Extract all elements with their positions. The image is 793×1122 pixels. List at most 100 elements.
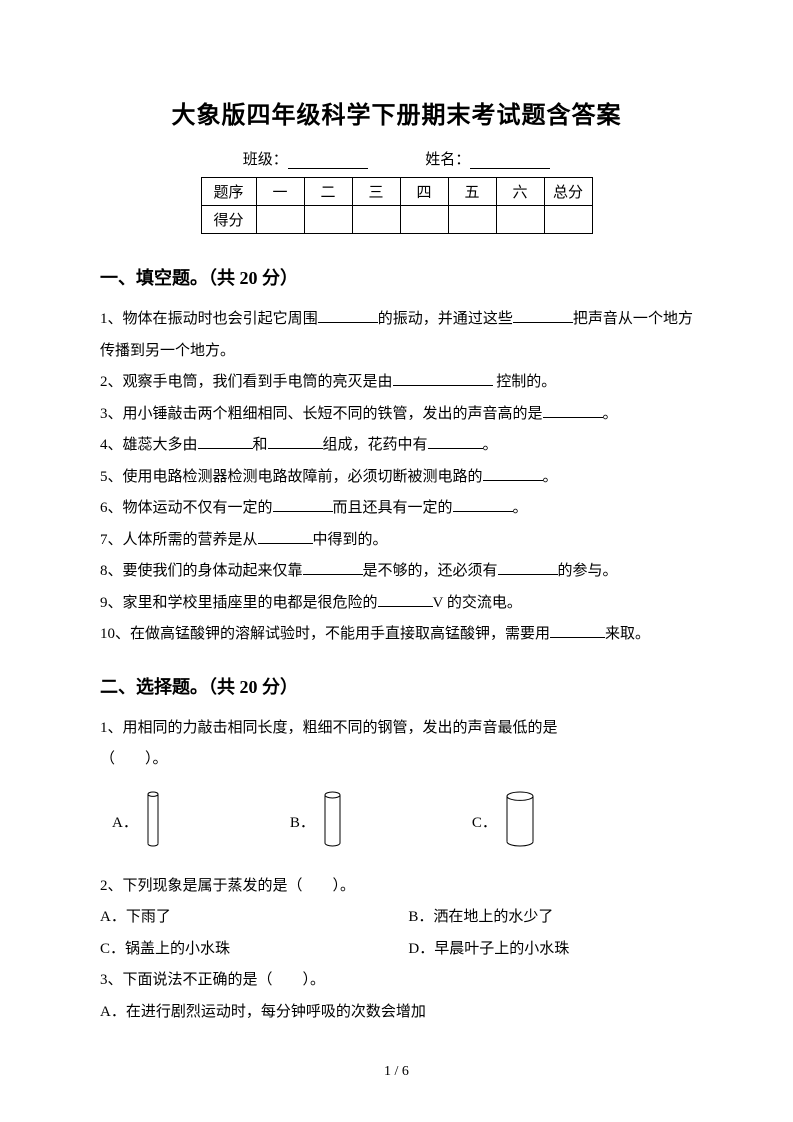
fill-question-7: 7、人体所需的营养是从 中得到的。 <box>100 525 693 557</box>
fill-question-9: 9、家里和学校里插座里的电都是很危险的 V 的交流电。 <box>100 588 693 620</box>
blank[interactable] <box>483 465 543 481</box>
fill-question-4: 4、雄蕊大多由 和 组成，花药中有 。 <box>100 430 693 462</box>
cell: 四 <box>400 178 448 206</box>
choice-option-b[interactable]: B． <box>290 790 342 853</box>
choice-options-row: A． B． C． <box>100 790 693 853</box>
text: 中得到的。 <box>313 532 388 548</box>
fill-question-5: 5、使用电路检测器检测电路故障前，必须切断被测电路的 。 <box>100 462 693 494</box>
text: 组成，花药中有 <box>323 437 428 453</box>
blank[interactable] <box>268 433 323 449</box>
text: 控制的。 <box>493 374 557 390</box>
text: 。 <box>513 500 528 516</box>
text: 3、用小锤敲击两个粗细相同、长短不同的铁管，发出的声音高的是 <box>100 406 543 422</box>
cylinder-icon <box>505 790 535 853</box>
blank[interactable] <box>258 528 313 544</box>
choice-2-options-row1: A．下雨了 B．洒在地上的水少了 <box>100 902 693 934</box>
section-1-title: 一、填空题。（共 20 分） <box>100 264 693 290</box>
fill-question-3: 3、用小锤敲击两个粗细相同、长短不同的铁管，发出的声音高的是 。 <box>100 399 693 431</box>
text: 10、在做高锰酸钾的溶解试验时，不能用手直接取高锰酸钾，需要用 <box>100 626 550 642</box>
text: 2、观察手电筒，我们看到手电筒的亮灭是由 <box>100 374 393 390</box>
text: （ ）。 <box>100 751 168 767</box>
fill-question-2: 2、观察手电筒，我们看到手电筒的亮灭是由 控制的。 <box>100 367 693 399</box>
text: A．在进行剧烈运动时，每分钟呼吸的次数会增加 <box>100 1004 426 1020</box>
blank[interactable] <box>498 559 558 575</box>
blank[interactable] <box>198 433 253 449</box>
cell-blank[interactable] <box>544 206 592 234</box>
choice-option-b[interactable]: B．洒在地上的水少了 <box>408 902 693 934</box>
cell: 总分 <box>544 178 592 206</box>
score-table: 题序 一 二 三 四 五 六 总分 得分 <box>201 177 593 234</box>
choice-2-options-row2: C．锅盖上的小水珠 D．早晨叶子上的小水珠 <box>100 934 693 966</box>
text: 的参与。 <box>558 563 618 579</box>
name-blank[interactable] <box>470 151 550 169</box>
option-label: A． <box>112 811 138 832</box>
blank[interactable] <box>453 496 513 512</box>
blank[interactable] <box>393 370 493 386</box>
blank[interactable] <box>273 496 333 512</box>
choice-option-c[interactable]: C． <box>472 790 535 853</box>
text: 8、要使我们的身体动起来仅靠 <box>100 563 303 579</box>
text: 来取。 <box>605 626 650 642</box>
choice-question-3: 3、下面说法不正确的是（ ）。 <box>100 965 693 997</box>
text: 5、使用电路检测器检测电路故障前，必须切断被测电路的 <box>100 469 483 485</box>
text: 是不够的，还必须有 <box>363 563 498 579</box>
text: 的振动，并通过这些 <box>378 311 513 327</box>
text: 4、雄蕊大多由 <box>100 437 198 453</box>
option-label: C． <box>472 811 497 832</box>
choice-question-2: 2、下列现象是属于蒸发的是（ ）。 <box>100 871 693 903</box>
text: 9、家里和学校里插座里的电都是很危险的 <box>100 595 378 611</box>
choice-option-a[interactable]: A． <box>112 790 160 853</box>
fill-question-8: 8、要使我们的身体动起来仅靠 是不够的，还必须有 的参与。 <box>100 556 693 588</box>
text: 1、物体在振动时也会引起它周围 <box>100 311 318 327</box>
choice-option-a[interactable]: A．在进行剧烈运动时，每分钟呼吸的次数会增加 <box>100 997 693 1029</box>
text: 2、下列现象是属于蒸发的是（ ）。 <box>100 878 355 894</box>
blank[interactable] <box>428 433 483 449</box>
class-blank[interactable] <box>288 151 368 169</box>
blank[interactable] <box>378 591 433 607</box>
text: 3、下面说法不正确的是（ ）。 <box>100 972 325 988</box>
table-row: 题序 一 二 三 四 五 六 总分 <box>201 178 592 206</box>
cell-header: 得分 <box>201 206 256 234</box>
text: 1、用相同的力敲击相同长度，粗细不同的钢管，发出的声音最低的是 <box>100 720 558 736</box>
table-row: 得分 <box>201 206 592 234</box>
cell: 五 <box>448 178 496 206</box>
choice-question-1: 1、用相同的力敲击相同长度，粗细不同的钢管，发出的声音最低的是 <box>100 713 693 745</box>
blank[interactable] <box>550 622 605 638</box>
choice-option-d[interactable]: D．早晨叶子上的小水珠 <box>408 934 693 966</box>
text: 。 <box>483 437 498 453</box>
cell: 三 <box>352 178 400 206</box>
blank[interactable] <box>543 402 603 418</box>
cylinder-icon <box>323 790 342 853</box>
text: 。 <box>543 469 558 485</box>
header-info: 班级： 姓名： <box>100 148 693 169</box>
cell-blank[interactable] <box>352 206 400 234</box>
fill-question-6: 6、物体运动不仅有一定的而且还具有一定的。 <box>100 493 693 525</box>
blank[interactable] <box>513 307 573 323</box>
text: V 的交流电。 <box>433 595 522 611</box>
text: 。 <box>603 406 618 422</box>
cell-blank[interactable] <box>256 206 304 234</box>
cell: 一 <box>256 178 304 206</box>
cell-header: 题序 <box>201 178 256 206</box>
cell-blank[interactable] <box>400 206 448 234</box>
page-number: 1 / 6 <box>0 1064 793 1080</box>
blank[interactable] <box>318 307 378 323</box>
text: 7、人体所需的营养是从 <box>100 532 258 548</box>
class-label: 班级： <box>243 148 288 169</box>
blank[interactable] <box>303 559 363 575</box>
cell: 六 <box>496 178 544 206</box>
choice-option-c[interactable]: C．锅盖上的小水珠 <box>100 934 408 966</box>
section-2-title: 二、选择题。（共 20 分） <box>100 673 693 699</box>
cell-blank[interactable] <box>448 206 496 234</box>
choice-option-a[interactable]: A．下雨了 <box>100 902 408 934</box>
text: 和 <box>253 437 268 453</box>
cylinder-icon <box>146 790 160 853</box>
choice-question-1b: （ ）。 <box>100 744 693 776</box>
text: 6、物体运动不仅有一定的 <box>100 500 273 516</box>
fill-question-10: 10、在做高锰酸钾的溶解试验时，不能用手直接取高锰酸钾，需要用 来取。 <box>100 619 693 651</box>
page-title: 大象版四年级科学下册期末考试题含答案 <box>100 95 693 130</box>
cell-blank[interactable] <box>304 206 352 234</box>
cell: 二 <box>304 178 352 206</box>
cell-blank[interactable] <box>496 206 544 234</box>
option-label: B． <box>290 811 315 832</box>
